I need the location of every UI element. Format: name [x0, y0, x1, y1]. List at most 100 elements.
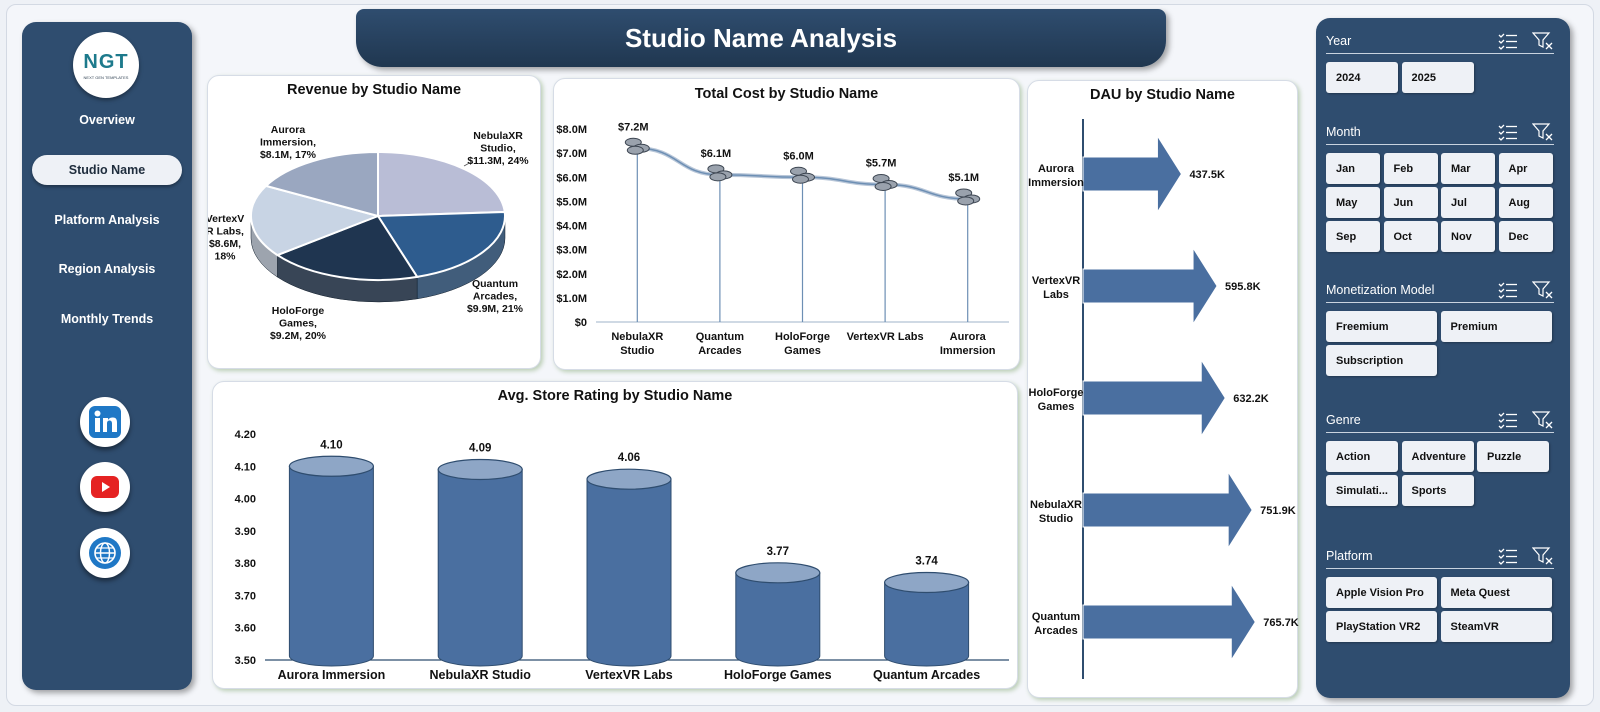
cost-point-holoforge-games [790, 166, 815, 184]
clear-filter-icon[interactable] [1532, 122, 1554, 141]
filter-group-month: Month Jan Feb Mar Apr May Jun Jul Aug Sep Oct Nov De… [1326, 119, 1554, 252]
cost-y-tick: $7.0M [556, 148, 587, 160]
filter-header-icons [1498, 122, 1554, 141]
cost-y-tick: $3.0M [556, 245, 587, 257]
multi-select-icon[interactable] [1498, 281, 1518, 299]
pie-slice-holoforge-games [275, 214, 419, 281]
dau-value-label: 437.5K [1189, 169, 1225, 181]
multi-select-icon[interactable] [1498, 32, 1518, 50]
clear-filter-icon[interactable] [1532, 546, 1554, 565]
coin-icon [626, 145, 644, 155]
cost-x-label: VertexVR Labs [847, 331, 924, 343]
multi-select-icon[interactable] [1498, 123, 1518, 141]
linkedin-button[interactable] [80, 397, 130, 447]
nav-studio-name[interactable]: Studio Name [32, 155, 182, 185]
rating-value-label: 4.10 [320, 439, 342, 451]
cylinder-top [586, 468, 672, 490]
cost-x-label: HoloForge Games [775, 331, 830, 357]
cylinder-top [288, 455, 375, 477]
revenue-chart-card: Revenue by Studio Name NebulaXR Studio, $1… [207, 75, 541, 369]
filter-option-month-dec[interactable]: Dec [1498, 221, 1553, 252]
rating-y-tick: 3.90 [235, 526, 256, 538]
filter-option-monetization-freemium[interactable]: Freemium [1326, 311, 1437, 342]
rating-x-label: HoloForge Games [724, 668, 832, 682]
coin-icon [709, 172, 727, 182]
coin-icon [957, 196, 975, 206]
filter-option-year-2024[interactable]: 2024 [1326, 62, 1398, 93]
filter-group-year: Year 2024 2025 [1326, 28, 1554, 93]
filter-header-icons [1498, 280, 1554, 299]
rating-bar-chart: 3.50 3.60 3.70 3.80 3.90 4.00 4.10 4.20 4.10 Auro… [235, 429, 1009, 682]
dau-arrow-chart: 437.5K Aurora Immersion 595.8K VertexVR Labs 6… [1028, 119, 1299, 679]
filter-option-month-may[interactable]: May [1326, 187, 1380, 218]
rating-value-label: 4.06 [618, 452, 640, 464]
multi-select-icon[interactable] [1498, 411, 1518, 429]
filter-option-platform-steamvr[interactable]: SteamVR [1440, 611, 1552, 642]
filter-title: Platform [1326, 548, 1373, 563]
rating-y-tick: 4.10 [235, 461, 256, 473]
cost-y-tick: $5.0M [556, 196, 587, 208]
dau-arrow-quantum-arcades [1082, 582, 1256, 662]
filter-option-platform-meta-quest[interactable]: Meta Quest [1440, 577, 1552, 608]
filter-option-monetization-premium[interactable]: Premium [1440, 311, 1552, 342]
nav-region-analysis[interactable]: Region Analysis [58, 262, 156, 276]
logo-subtitle: NEXT GEN TEMPLATES [83, 74, 129, 80]
cylinder-top [883, 571, 970, 594]
rating-chart-card: Avg. Store Rating by Studio Name 3.50 3.6… [212, 381, 1018, 689]
filter-option-genre-sports[interactable]: Sports [1401, 475, 1474, 506]
rating-y-tick: 3.70 [235, 590, 256, 602]
filter-option-month-oct[interactable]: Oct [1383, 221, 1438, 252]
filter-option-genre-puzzle[interactable]: Puzzle [1477, 441, 1549, 472]
filter-option-year-2025[interactable]: 2025 [1401, 62, 1474, 93]
filter-option-month-feb[interactable]: Feb [1383, 153, 1438, 184]
dau-arrow-holoforge-games [1082, 358, 1226, 438]
cylinder-body [437, 469, 523, 667]
nav-overview[interactable]: Overview [79, 113, 135, 127]
multi-select-icon[interactable] [1498, 547, 1518, 565]
filter-option-genre-adventure[interactable]: Adventure [1401, 441, 1474, 472]
filter-group-monetization: Monetization Model Freemium Premium Subscri… [1326, 277, 1554, 376]
clear-filter-icon[interactable] [1532, 31, 1554, 50]
youtube-button[interactable] [80, 462, 130, 512]
filter-panel: Year 2024 2025 Month Jan Feb Mar Apr May Jun Jul Au… [1316, 18, 1570, 698]
filter-option-month-jun[interactable]: Jun [1383, 187, 1438, 218]
filter-option-platform-apple-vision-pro[interactable]: Apple Vision Pro [1326, 577, 1437, 608]
cylinder-top [437, 458, 523, 481]
cost-chart-card: Total Cost by Studio Name $0 $1.0M $2.0M $3… [553, 78, 1020, 370]
filter-option-month-jul[interactable]: Jul [1441, 187, 1495, 218]
revenue-pie-chart: NebulaXR Studio, $11.3M, 24% Quantum Arcades… [208, 124, 529, 342]
dau-arrow-nebulaxr-studio [1082, 470, 1253, 550]
filter-option-month-mar[interactable]: Mar [1441, 153, 1495, 184]
dau-category-label: Aurora Immersion [1028, 163, 1084, 189]
rating-bar-nebulaxr-studio [437, 458, 523, 667]
clear-filter-icon[interactable] [1532, 410, 1554, 429]
filter-option-month-jan[interactable]: Jan [1326, 153, 1380, 184]
pie-slice-quantum-arcades [376, 210, 506, 278]
sidebar: NGT NEXT GEN TEMPLATES Overview Studio N… [22, 22, 192, 690]
dau-value-label: 632.2K [1233, 393, 1269, 405]
filter-header-year: Year [1326, 28, 1554, 54]
dau-value-label: 765.7K [1263, 617, 1299, 629]
filter-option-month-aug[interactable]: Aug [1498, 187, 1553, 218]
filter-option-month-sep[interactable]: Sep [1326, 221, 1380, 252]
filter-option-monetization-subscription[interactable]: Subscription [1326, 345, 1437, 376]
dau-arrow-aurora-immersion [1082, 134, 1183, 214]
dau-category-label: HoloForge Games [1029, 387, 1084, 413]
rating-y-tick: 4.00 [235, 494, 256, 506]
dau-chart-card: DAU by Studio Name 437.5K Aurora Immersion… [1027, 80, 1299, 698]
pie-label-nebulaxr-studio: NebulaXR Studio, $11.3M, 24% [467, 130, 529, 167]
cost-value-label: $7.2M [618, 121, 649, 133]
filter-option-genre-action[interactable]: Action [1326, 441, 1398, 472]
clear-filter-icon[interactable] [1532, 280, 1554, 299]
nav-platform-analysis[interactable]: Platform Analysis [54, 213, 160, 227]
filter-option-month-nov[interactable]: Nov [1441, 221, 1495, 252]
nav-monthly-trends[interactable]: Monthly Trends [60, 312, 154, 326]
website-button[interactable] [80, 528, 130, 578]
cylinder-body [735, 572, 821, 667]
dau-value-label: 595.8K [1225, 281, 1261, 293]
cost-x-label: NebulaXR Studio [611, 331, 663, 357]
filter-option-genre-simulati[interactable]: Simulati... [1326, 475, 1398, 506]
rating-y-tick: 3.60 [235, 623, 256, 635]
filter-option-month-apr[interactable]: Apr [1498, 153, 1553, 184]
filter-option-platform-playstation-vr2[interactable]: PlayStation VR2 [1326, 611, 1437, 642]
